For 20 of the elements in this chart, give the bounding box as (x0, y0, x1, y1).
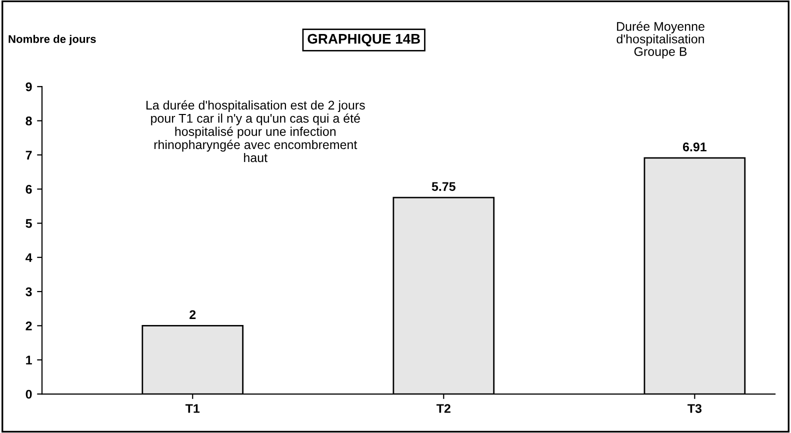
y-tick-label: 6 (26, 184, 32, 194)
x-tick-label: T1 (185, 404, 200, 413)
y-tick-label: 3 (26, 287, 32, 296)
y-tick-label: 7 (26, 150, 32, 160)
data-label: 6.91 (682, 142, 706, 152)
y-tick-label: 4 (26, 253, 32, 262)
chart-subtitle: Durée Moyenne d'hospitalisation Groupe B (616, 22, 704, 58)
y-tick-label: 0 (26, 390, 32, 399)
y-tick-label: 5 (26, 219, 32, 228)
y-tick-label: 2 (26, 322, 32, 330)
y-tick-label: 1 (26, 356, 32, 364)
data-label: 5.75 (432, 182, 456, 191)
chart-title: GRAPHIQUE 14B (308, 34, 420, 46)
data-label: 2 (190, 310, 196, 319)
y-tick-label: 9 (26, 82, 32, 92)
y-tick-label: 8 (26, 116, 32, 126)
y-axis-title: Nombre de jours (8, 34, 96, 46)
annotation: La durée d'hospitalisation est de 2 jours pour T1 car il n'y a qu'un cas qui a été hospitalisé pour une infection rhinopharyngée avec encombrement haut (146, 100, 365, 162)
x-tick-label: T2 (436, 404, 450, 413)
x-tick-label: T3 (688, 404, 702, 413)
